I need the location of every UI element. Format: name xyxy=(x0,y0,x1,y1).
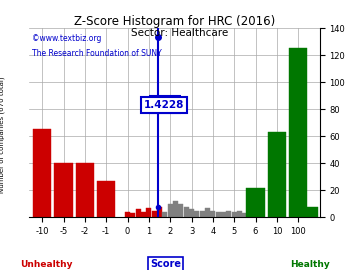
Bar xyxy=(168,204,173,217)
Bar xyxy=(189,209,194,217)
Bar xyxy=(216,212,221,217)
Bar xyxy=(173,201,178,217)
Bar xyxy=(179,204,183,217)
Bar xyxy=(76,163,94,217)
Bar xyxy=(300,207,318,217)
Text: Sector: Healthcare: Sector: Healthcare xyxy=(131,28,229,38)
Text: Score: Score xyxy=(150,259,181,269)
Bar xyxy=(221,212,226,217)
Text: The Research Foundation of SUNY: The Research Foundation of SUNY xyxy=(32,49,162,58)
Bar xyxy=(242,213,247,217)
Bar xyxy=(136,209,141,217)
Bar xyxy=(237,211,242,217)
Bar xyxy=(194,211,199,217)
Bar xyxy=(130,213,135,217)
Bar xyxy=(226,211,231,217)
Text: 1.4228: 1.4228 xyxy=(144,100,184,110)
Text: ©www.textbiz.org: ©www.textbiz.org xyxy=(32,34,102,43)
Bar xyxy=(125,212,130,217)
Bar xyxy=(141,212,146,217)
Title: Z-Score Histogram for HRC (2016): Z-Score Histogram for HRC (2016) xyxy=(74,15,275,28)
Bar xyxy=(205,208,210,217)
Text: Healthy: Healthy xyxy=(290,260,329,269)
Text: Number of companies (670 total): Number of companies (670 total) xyxy=(0,77,5,193)
Bar xyxy=(268,132,286,217)
Bar xyxy=(248,212,253,217)
Bar xyxy=(152,211,157,217)
Bar xyxy=(147,208,151,217)
Bar xyxy=(33,129,51,217)
Text: Unhealthy: Unhealthy xyxy=(21,260,73,269)
Bar xyxy=(210,211,215,217)
Bar xyxy=(157,207,162,217)
Bar xyxy=(162,212,167,217)
Bar xyxy=(97,181,115,217)
Bar xyxy=(54,163,73,217)
Bar xyxy=(247,188,265,217)
Bar xyxy=(184,207,189,217)
Bar xyxy=(289,48,307,217)
Bar xyxy=(200,211,204,217)
Bar xyxy=(232,212,237,217)
